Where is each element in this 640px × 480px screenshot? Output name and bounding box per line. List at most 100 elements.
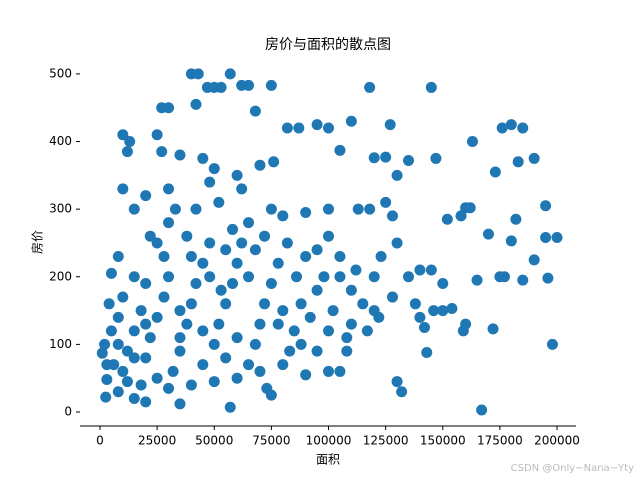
- point: [272, 318, 284, 330]
- point: [487, 323, 499, 335]
- point: [151, 129, 163, 141]
- point: [101, 374, 113, 386]
- point: [204, 271, 216, 283]
- point: [249, 338, 261, 350]
- point: [300, 250, 312, 262]
- point: [158, 291, 170, 303]
- point: [236, 237, 248, 249]
- x-tick-label: 125000: [363, 434, 409, 448]
- point: [323, 122, 335, 134]
- y-tick-label: 100: [49, 337, 72, 351]
- point: [190, 278, 202, 290]
- point: [334, 144, 346, 156]
- point: [498, 271, 510, 283]
- point: [357, 298, 369, 310]
- point: [117, 365, 129, 377]
- point: [128, 203, 140, 215]
- point: [352, 203, 364, 215]
- point: [345, 115, 357, 127]
- point: [101, 359, 113, 371]
- point: [117, 129, 129, 141]
- point: [428, 305, 440, 317]
- point: [197, 152, 209, 164]
- point: [231, 372, 243, 384]
- point: [140, 278, 152, 290]
- y-tick-label: 400: [49, 134, 72, 148]
- point: [96, 347, 108, 359]
- point: [190, 203, 202, 215]
- point: [220, 298, 232, 310]
- x-tick-label: 50000: [195, 434, 233, 448]
- point: [265, 79, 277, 91]
- point: [272, 257, 284, 269]
- point: [201, 81, 213, 93]
- point: [215, 284, 227, 296]
- point: [281, 237, 293, 249]
- point: [197, 359, 209, 371]
- point: [174, 398, 186, 410]
- point: [380, 151, 392, 163]
- point: [121, 146, 133, 158]
- point: [135, 379, 147, 391]
- point: [414, 311, 426, 323]
- point: [163, 102, 175, 114]
- point: [112, 386, 124, 398]
- point: [103, 298, 115, 310]
- point: [249, 105, 261, 117]
- point: [364, 203, 376, 215]
- point: [311, 119, 323, 131]
- point: [112, 311, 124, 323]
- point: [380, 196, 392, 208]
- point: [364, 81, 376, 93]
- point: [99, 338, 111, 350]
- point: [540, 232, 552, 244]
- point: [185, 379, 197, 391]
- point: [243, 79, 255, 91]
- point: [163, 271, 175, 283]
- point: [277, 359, 289, 371]
- point: [158, 250, 170, 262]
- point: [151, 372, 163, 384]
- point: [489, 166, 501, 178]
- point: [284, 345, 296, 357]
- point: [231, 169, 243, 181]
- point: [396, 386, 408, 398]
- point: [174, 149, 186, 161]
- point: [117, 291, 129, 303]
- point: [345, 318, 357, 330]
- x-tick-label: 75000: [252, 434, 290, 448]
- point: [334, 271, 346, 283]
- point: [105, 325, 117, 337]
- point: [528, 254, 540, 266]
- point: [140, 190, 152, 202]
- point: [224, 68, 236, 80]
- point: [517, 122, 529, 134]
- y-tick-label: 300: [49, 202, 72, 216]
- point: [512, 156, 524, 168]
- point: [128, 271, 140, 283]
- point: [208, 163, 220, 175]
- point: [311, 284, 323, 296]
- point: [208, 338, 220, 350]
- point: [185, 298, 197, 310]
- point: [151, 311, 163, 323]
- point: [254, 159, 266, 171]
- x-tick-label: 0: [96, 434, 104, 448]
- point: [156, 146, 168, 158]
- point: [446, 303, 458, 315]
- point: [323, 203, 335, 215]
- point: [295, 298, 307, 310]
- point: [128, 392, 140, 404]
- point: [542, 272, 554, 284]
- point: [105, 267, 117, 279]
- point: [437, 305, 449, 317]
- point: [204, 237, 216, 249]
- x-tick-label: 200000: [534, 434, 580, 448]
- point: [227, 223, 239, 235]
- y-tick-label: 200: [49, 269, 72, 283]
- point: [540, 200, 552, 212]
- point: [466, 136, 478, 148]
- point: [341, 332, 353, 344]
- point: [128, 325, 140, 337]
